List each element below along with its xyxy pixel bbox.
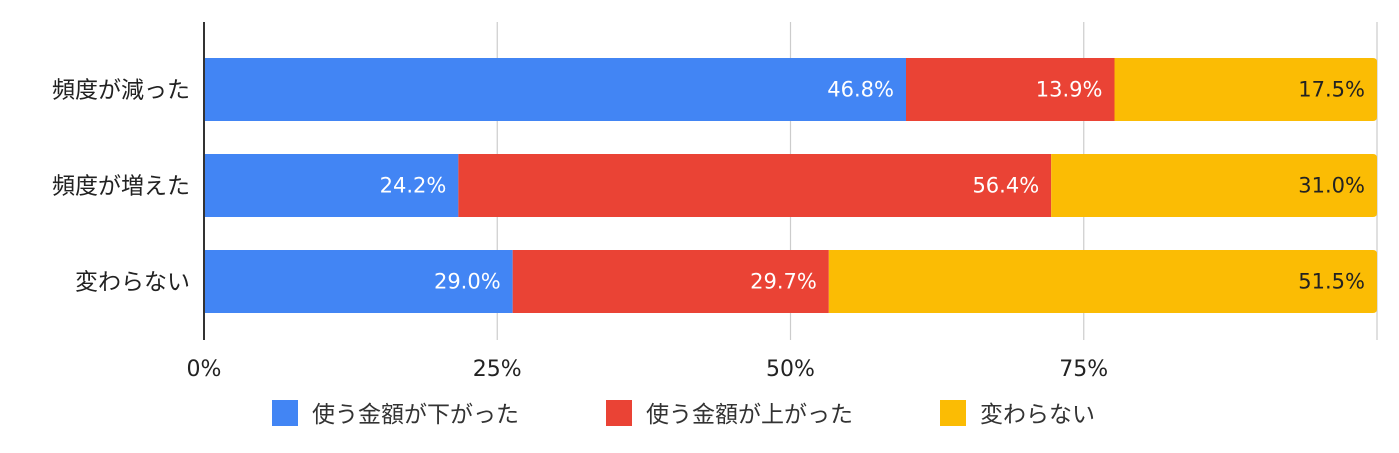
x-tick-label: 75% xyxy=(1059,357,1108,382)
legend-swatch xyxy=(606,400,632,426)
bar-segment xyxy=(906,58,1115,121)
bar-segment xyxy=(204,250,513,313)
category-label: 変わらない xyxy=(75,270,190,296)
bar-segment xyxy=(1051,154,1377,217)
data-label: 29.0% xyxy=(434,270,501,294)
x-tick-label: 0% xyxy=(187,357,222,382)
data-label: 31.0% xyxy=(1298,174,1365,198)
bars xyxy=(204,58,1377,313)
legend: 使う金額が下がった 使う金額が上がった 変わらない xyxy=(272,400,1095,428)
data-label: 29.7% xyxy=(750,270,817,294)
legend-label: 使う金額が下がった xyxy=(312,402,519,428)
bar-segment xyxy=(1114,58,1377,121)
data-labels: 46.8% 13.9% 17.5% 24.2% 56.4% 31.0% 29.0% 29.7%… xyxy=(380,78,1365,294)
bar-segment xyxy=(204,154,459,217)
bar-segment xyxy=(828,250,1377,313)
x-tick-label: 25% xyxy=(473,357,522,382)
data-label: 51.5% xyxy=(1298,270,1365,294)
legend-label: 変わらない xyxy=(980,402,1095,428)
data-label: 17.5% xyxy=(1298,78,1365,102)
bar-segment xyxy=(458,154,1052,217)
legend-swatch xyxy=(940,400,966,426)
legend-swatch xyxy=(272,400,298,426)
data-label: 46.8% xyxy=(827,78,894,102)
data-label: 13.9% xyxy=(1036,78,1103,102)
category-label: 頻度が減った xyxy=(52,78,190,104)
x-tick-label: 50% xyxy=(766,357,815,382)
data-label: 56.4% xyxy=(972,174,1039,198)
value-axis: 0% 25% 50% 75% xyxy=(187,357,1109,382)
bar-segment xyxy=(204,58,906,121)
bar-segment xyxy=(512,250,829,313)
category-label: 頻度が増えた xyxy=(52,174,190,200)
data-label: 24.2% xyxy=(380,174,447,198)
legend-label: 使う金額が上がった xyxy=(646,402,853,428)
